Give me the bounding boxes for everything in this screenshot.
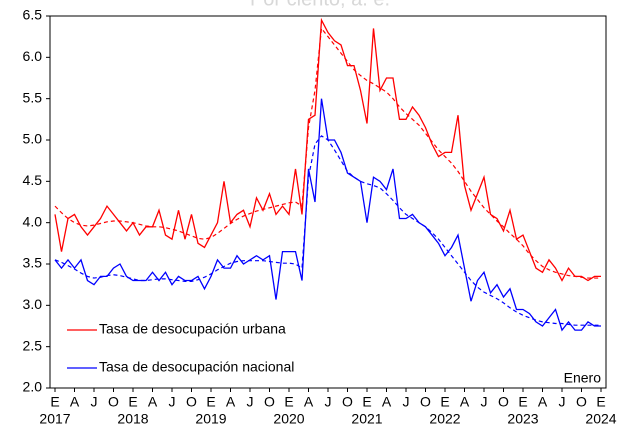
x-tick-label: J — [481, 394, 488, 410]
year-label: 2024 — [585, 411, 616, 427]
x-tick-label: J — [169, 394, 176, 410]
x-tick-label: O — [264, 394, 275, 410]
year-label: 2019 — [195, 411, 226, 427]
x-tick-label: J — [91, 394, 98, 410]
x-tick-label: A — [460, 394, 470, 410]
year-label: 2020 — [273, 411, 304, 427]
trend-line — [54, 26, 601, 279]
legend-label: Tasa de desocupación urbana — [99, 321, 286, 337]
y-tick-label: 6.5 — [23, 7, 43, 23]
x-tick-label: O — [420, 394, 431, 410]
legend-label: Tasa de desocupación nacional — [99, 359, 294, 375]
x-tick-label: A — [538, 394, 548, 410]
year-label: 2022 — [429, 411, 460, 427]
x-tick-label: A — [70, 394, 80, 410]
annotation: Enero — [564, 370, 602, 386]
series-line — [54, 98, 601, 332]
x-tick-label: O — [498, 394, 509, 410]
x-tick-label: J — [325, 394, 332, 410]
x-tick-label: E — [596, 394, 605, 410]
y-tick-label: 3.0 — [23, 296, 43, 312]
x-tick-label: J — [403, 394, 410, 410]
x-tick-label: E — [128, 394, 137, 410]
x-tick-label: O — [576, 394, 587, 410]
x-tick-label: A — [382, 394, 392, 410]
x-tick-label: A — [304, 394, 314, 410]
y-tick-label: 5.5 — [23, 89, 43, 105]
y-tick-label: 5.0 — [23, 131, 43, 147]
y-tick-label: 4.0 — [23, 213, 43, 229]
x-tick-label: O — [108, 394, 119, 410]
trend-line — [54, 135, 601, 326]
year-label: 2018 — [117, 411, 148, 427]
y-tick-label: 4.5 — [23, 172, 43, 188]
x-tick-label: E — [284, 394, 293, 410]
year-label: 2023 — [507, 411, 538, 427]
chart-subtitle: Por ciento, a. e. — [250, 0, 390, 10]
x-tick-label: A — [226, 394, 236, 410]
x-tick-label: E — [440, 394, 449, 410]
y-tick-label: 6.0 — [23, 48, 43, 64]
x-tick-label: J — [559, 394, 566, 410]
series-line — [54, 17, 601, 282]
x-tick-label: A — [148, 394, 158, 410]
x-tick-label: O — [186, 394, 197, 410]
y-tick-label: 2.5 — [23, 337, 43, 353]
x-tick-label: J — [247, 394, 254, 410]
x-tick-label: O — [342, 394, 353, 410]
x-tick-label: E — [362, 394, 371, 410]
year-label: 2017 — [39, 411, 70, 427]
year-label: 2021 — [351, 411, 382, 427]
x-tick-label: E — [50, 394, 59, 410]
x-tick-label: E — [206, 394, 215, 410]
y-tick-label: 3.5 — [23, 255, 43, 271]
x-tick-label: E — [518, 394, 527, 410]
y-tick-label: 2.0 — [23, 379, 43, 395]
